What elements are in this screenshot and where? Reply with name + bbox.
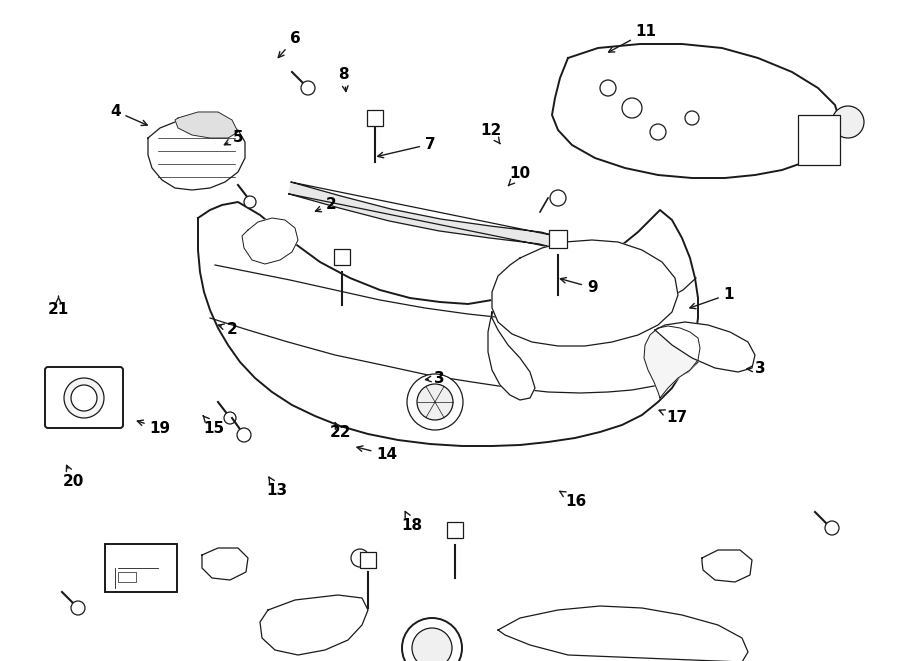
Circle shape (402, 618, 462, 661)
Bar (105, 544, 177, 592)
Circle shape (825, 521, 839, 535)
Polygon shape (644, 326, 700, 398)
Polygon shape (552, 44, 840, 178)
Circle shape (650, 124, 666, 140)
Bar (447, 522, 463, 538)
Polygon shape (260, 595, 368, 655)
Bar (360, 552, 376, 568)
Circle shape (301, 81, 315, 95)
Circle shape (224, 412, 236, 424)
Bar (334, 249, 350, 265)
Text: 13: 13 (266, 477, 288, 498)
Text: 1: 1 (690, 287, 734, 309)
Text: 4: 4 (110, 104, 148, 126)
Text: 9: 9 (561, 278, 598, 295)
Text: 6: 6 (278, 31, 301, 58)
Bar (798, 115, 840, 165)
Circle shape (412, 628, 452, 661)
Circle shape (71, 385, 97, 411)
Circle shape (600, 80, 616, 96)
Circle shape (550, 190, 566, 206)
Text: 3: 3 (747, 362, 766, 376)
Bar (118, 572, 136, 582)
Polygon shape (702, 550, 752, 582)
Polygon shape (498, 606, 748, 661)
Text: 14: 14 (357, 446, 398, 462)
Polygon shape (202, 548, 248, 580)
Polygon shape (148, 118, 245, 190)
Circle shape (64, 378, 104, 418)
Text: 10: 10 (508, 166, 531, 186)
Polygon shape (488, 312, 535, 400)
Circle shape (244, 196, 256, 208)
Text: 20: 20 (63, 465, 85, 488)
Polygon shape (242, 218, 298, 264)
Text: 7: 7 (378, 137, 436, 158)
Circle shape (351, 549, 369, 567)
Polygon shape (289, 182, 556, 248)
Bar (367, 110, 383, 126)
Text: 21: 21 (48, 296, 69, 317)
FancyBboxPatch shape (45, 367, 123, 428)
Circle shape (71, 601, 85, 615)
Circle shape (417, 384, 453, 420)
Text: 12: 12 (480, 124, 501, 143)
Text: 15: 15 (203, 416, 225, 436)
Text: 8: 8 (338, 67, 349, 91)
Text: 19: 19 (138, 420, 171, 436)
Text: 18: 18 (401, 512, 423, 533)
Circle shape (832, 106, 864, 138)
Text: 11: 11 (608, 24, 657, 52)
Text: 2: 2 (315, 198, 337, 212)
Text: 17: 17 (659, 410, 688, 425)
Circle shape (237, 428, 251, 442)
Circle shape (685, 111, 699, 125)
Polygon shape (198, 202, 698, 446)
Text: 22: 22 (329, 422, 351, 440)
Text: 16: 16 (560, 491, 587, 508)
Polygon shape (655, 322, 755, 372)
Polygon shape (492, 240, 678, 346)
Text: 5: 5 (224, 130, 244, 145)
Text: 2: 2 (219, 322, 238, 336)
Circle shape (407, 374, 463, 430)
Polygon shape (175, 112, 238, 138)
Text: 3: 3 (426, 371, 445, 385)
Circle shape (622, 98, 642, 118)
Bar (549, 230, 567, 248)
